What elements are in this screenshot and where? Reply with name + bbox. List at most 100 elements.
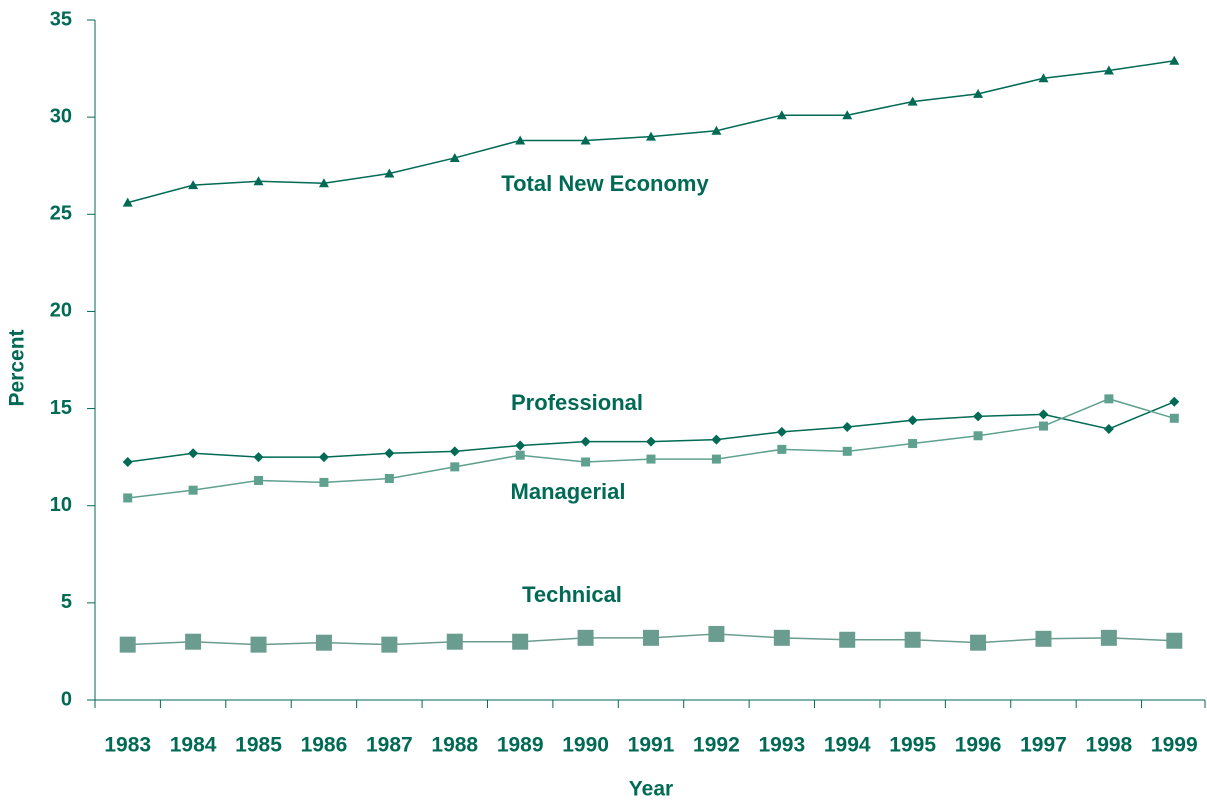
- x-tick-label: 1989: [497, 734, 544, 757]
- marker: [970, 634, 987, 651]
- x-tick-label: 1994: [824, 734, 871, 757]
- marker: [449, 152, 460, 162]
- marker: [580, 135, 591, 145]
- marker: [908, 439, 918, 449]
- marker: [1038, 73, 1049, 83]
- marker: [777, 444, 787, 454]
- series-label: Technical: [522, 582, 622, 607]
- x-tick-label: 1996: [955, 734, 1002, 757]
- marker: [907, 415, 918, 426]
- x-axis-title: Year: [629, 778, 673, 801]
- x-tick-label: 1984: [170, 734, 217, 757]
- marker: [253, 176, 264, 186]
- y-tick-label: 5: [61, 591, 72, 613]
- marker: [842, 110, 853, 120]
- x-tick-label: 1992: [693, 734, 740, 757]
- marker: [315, 634, 332, 651]
- marker: [839, 631, 856, 648]
- marker: [907, 96, 918, 106]
- marker: [449, 446, 460, 457]
- x-tick-label: 1995: [889, 734, 936, 757]
- x-tick-label: 1998: [1086, 734, 1133, 757]
- marker: [122, 457, 133, 467]
- marker: [319, 477, 329, 487]
- marker: [1038, 421, 1048, 431]
- marker: [646, 131, 656, 141]
- marker: [1038, 409, 1049, 420]
- marker: [1103, 423, 1114, 434]
- y-tick-label: 20: [50, 300, 72, 322]
- marker: [381, 636, 398, 653]
- marker: [580, 436, 591, 447]
- y-axis-title: Percent: [6, 329, 29, 406]
- marker: [384, 448, 395, 459]
- x-tick-label: 1993: [758, 734, 805, 757]
- marker: [254, 475, 264, 485]
- x-tick-label: 1983: [104, 734, 151, 757]
- series-label: Professional: [511, 390, 643, 415]
- marker: [122, 197, 133, 207]
- marker: [1169, 55, 1180, 65]
- x-tick-label: 1986: [301, 734, 348, 757]
- series-line: [127, 401, 1175, 463]
- y-tick-label: 15: [50, 397, 72, 419]
- marker: [646, 436, 656, 447]
- marker: [973, 88, 984, 98]
- x-tick-label: 1999: [1151, 734, 1198, 757]
- marker: [708, 625, 725, 642]
- marker: [581, 457, 591, 467]
- marker: [446, 633, 463, 650]
- series-label: Managerial: [511, 479, 626, 504]
- x-tick-label: 1990: [562, 734, 609, 757]
- marker: [973, 431, 983, 441]
- y-tick-label: 10: [50, 494, 72, 516]
- marker: [1035, 630, 1052, 647]
- marker: [1104, 394, 1114, 404]
- marker: [515, 440, 526, 451]
- marker: [515, 450, 525, 460]
- x-tick-label: 1988: [431, 734, 478, 757]
- marker: [253, 452, 264, 463]
- y-tick-label: 30: [50, 105, 72, 127]
- marker: [776, 426, 787, 437]
- marker: [776, 110, 787, 120]
- marker: [250, 636, 267, 653]
- marker: [450, 462, 460, 472]
- marker: [904, 631, 921, 648]
- marker: [119, 636, 136, 653]
- marker: [123, 493, 133, 503]
- marker: [1169, 413, 1179, 423]
- marker: [842, 422, 853, 433]
- marker: [188, 448, 199, 459]
- marker: [512, 633, 529, 650]
- marker: [1169, 396, 1180, 407]
- marker: [384, 168, 395, 178]
- marker: [646, 454, 656, 464]
- x-tick-label: 1991: [628, 734, 675, 757]
- marker: [1103, 65, 1114, 75]
- marker: [773, 629, 790, 646]
- marker: [842, 446, 852, 456]
- y-tick-label: 35: [50, 8, 72, 30]
- marker: [188, 485, 198, 495]
- series-line: [127, 398, 1175, 499]
- marker: [577, 629, 594, 646]
- marker: [318, 452, 329, 463]
- marker: [973, 411, 984, 422]
- y-tick-label: 0: [61, 688, 72, 710]
- x-tick-label: 1987: [366, 734, 413, 757]
- marker: [1100, 629, 1117, 646]
- x-tick-label: 1997: [1020, 734, 1067, 757]
- marker: [384, 474, 394, 484]
- marker: [711, 434, 722, 445]
- marker: [711, 454, 721, 464]
- marker: [185, 633, 202, 650]
- y-tick-label: 25: [50, 203, 72, 225]
- marker: [643, 629, 659, 646]
- marker: [515, 135, 526, 145]
- marker: [1166, 632, 1183, 649]
- series-label: Total New Economy: [501, 171, 709, 196]
- marker: [711, 125, 722, 135]
- marker: [188, 180, 199, 190]
